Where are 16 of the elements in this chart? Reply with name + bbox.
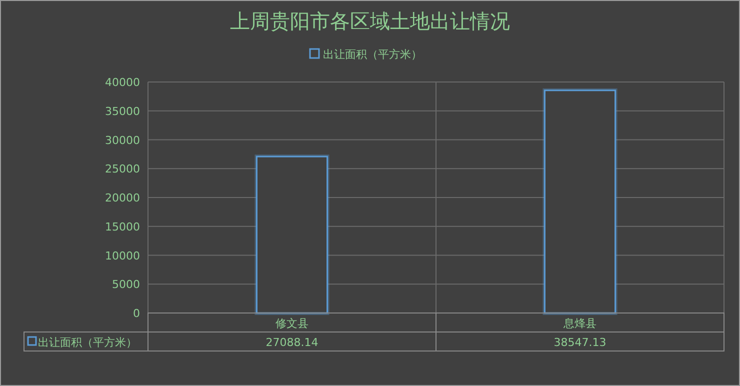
- x-tick-label: 息烽县: [562, 317, 596, 330]
- y-tick-label: 35000: [105, 104, 140, 118]
- legend-label: 出让面积（平方米）: [323, 48, 422, 61]
- data-label: 27088.14: [266, 336, 318, 349]
- text: 出让面积（平方米）: [38, 336, 137, 349]
- x-tick-label: 修文县: [276, 317, 308, 330]
- y-tick-label: 20000: [105, 192, 140, 204]
- y-tick-label: 0: [133, 307, 140, 320]
- y-tick-label: 25000: [105, 162, 140, 176]
- y-tick-label: 30000: [105, 134, 140, 147]
- data-label: 38547.13: [554, 336, 606, 349]
- title: 上周贵阳市各区域土地出让情况: [230, 9, 510, 33]
- y-tick-label: 40000: [105, 76, 140, 89]
- y-tick-label: 15000: [105, 220, 140, 234]
- y-tick-label: 10000: [105, 249, 140, 262]
- y-tick-label: 5000: [112, 278, 140, 292]
